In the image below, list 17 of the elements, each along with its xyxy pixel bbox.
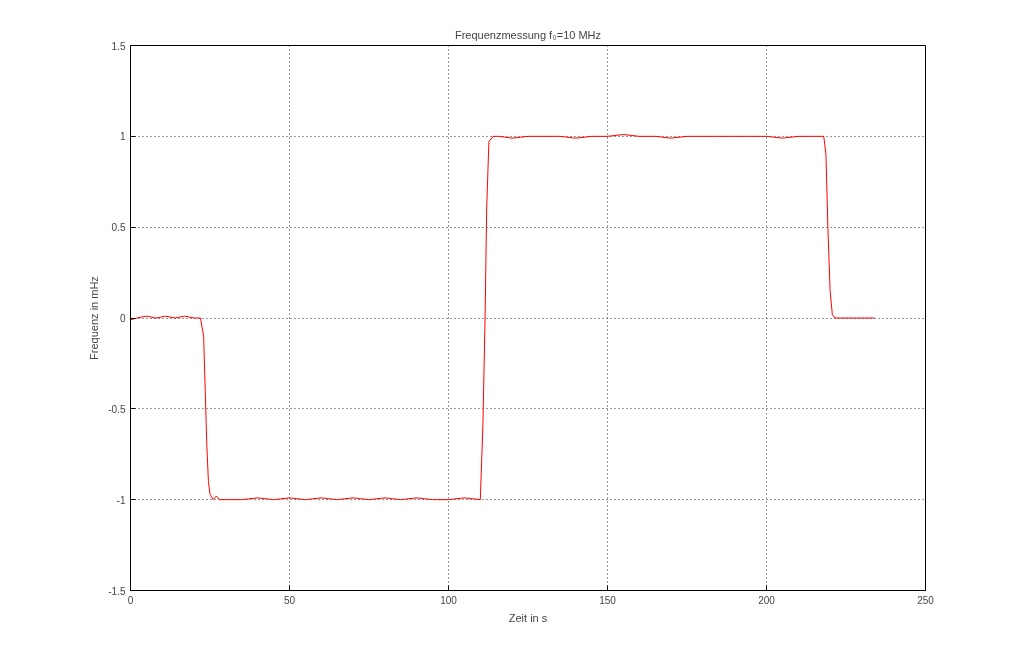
y-axis-title: Frequenz in mHz: [88, 276, 101, 360]
y-tick-label: 1.5: [111, 40, 126, 52]
x-tick-label: 50: [283, 594, 296, 606]
x-tick-label: 0: [127, 594, 134, 606]
x-tick-label: 150: [599, 594, 617, 606]
y-tick-label: 1: [119, 131, 126, 143]
y-tick-label: 0.5: [111, 222, 126, 234]
y-tick-label: -1: [116, 494, 126, 506]
line-series: [130, 134, 876, 501]
y-tick-label: 0: [119, 313, 126, 324]
x-tick-label: 200: [758, 594, 776, 606]
x-tick-label: 250: [917, 594, 935, 606]
chart-title: Frequenzmessung f₀=10 MHz: [454, 28, 602, 41]
y-tick-label: -1.5: [108, 585, 126, 597]
x-tick-label: 100: [440, 594, 458, 606]
x-axis-title: Zeit in s: [508, 611, 548, 624]
y-tick-label: -0.5: [108, 403, 126, 415]
